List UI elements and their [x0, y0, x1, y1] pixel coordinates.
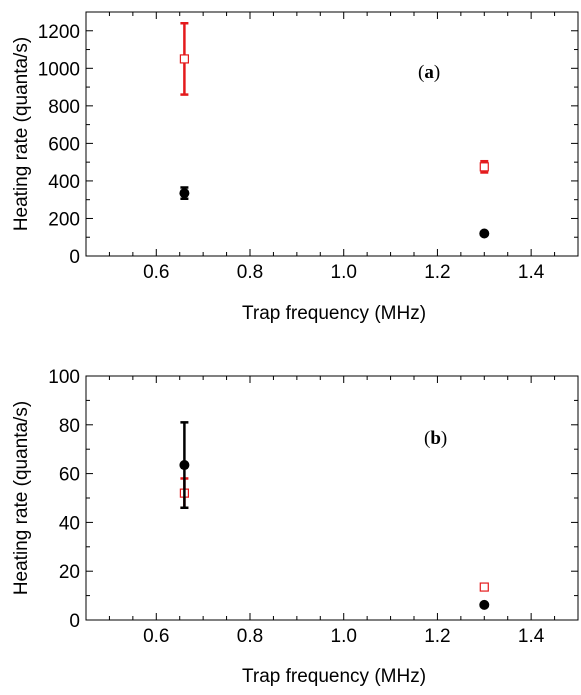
panel-b-x-tick-label: 1.2 — [424, 626, 450, 647]
panel-a-y-tick-label: 400 — [48, 172, 80, 193]
panel-a-tag-letter: a — [424, 62, 434, 83]
panel-a-y-tick-label: 600 — [48, 134, 80, 155]
panel-a-y-tick-label: 1200 — [38, 22, 80, 43]
panel-b-y-tick-label: 100 — [48, 367, 80, 388]
panel-a-x-ticks: 0.6 0.8 1.0 1.2 1.4 — [85, 12, 579, 283]
panel-b-y-tick-label: 60 — [59, 465, 80, 486]
panel-a-circle-marker — [479, 228, 490, 239]
panel-b-x-tick-label: 1.0 — [331, 626, 357, 647]
panel-a-markers — [179, 22, 490, 239]
panel-a-y-ticks: 0 200 400 600 800 1000 1200 — [38, 11, 578, 268]
panel-b-x-tick-label: 0.6 — [143, 626, 169, 647]
panel-b-tag-letter: b — [430, 428, 441, 449]
panel-b-square-marker — [479, 582, 489, 592]
panel-a-x-tick-label: 0.6 — [143, 262, 169, 283]
panel-a-square-marker — [479, 162, 489, 172]
panel-a-circle-marker — [179, 188, 190, 199]
panel-a-y-tick-label: 800 — [48, 97, 80, 118]
panel-b-x-ticks: 0.6 0.8 1.0 1.2 1.4 — [85, 376, 579, 647]
panel-a-y-tick-label: 200 — [48, 209, 80, 230]
panel-b-tag: (b) — [424, 428, 447, 449]
panel-b-y-tick-label: 20 — [59, 562, 80, 583]
panel-a-y-axis-label: Heating rate (quanta/s) — [11, 37, 32, 231]
panel-b-markers — [179, 421, 490, 610]
panel-b-y-tick-label: 40 — [59, 513, 80, 534]
panel-a-y-tick-label: 1000 — [38, 59, 80, 80]
panel-b: 0.6 0.8 1.0 1.2 1.4 0 20 40 60 80 100 Trap freque… — [11, 367, 579, 687]
panel-b-circle-marker — [179, 460, 190, 471]
panel-a-y-tick-label: 0 — [69, 247, 80, 268]
panel-b-x-tick-label: 0.8 — [237, 626, 263, 647]
panel-a-x-tick-label: 0.8 — [237, 262, 263, 283]
panel-a-x-axis-label: Trap frequency (MHz) — [242, 303, 426, 324]
panel-a-plot-frame — [85, 11, 579, 257]
panel-b-x-axis-label: Trap frequency (MHz) — [242, 666, 426, 687]
panel-a: 0.6 0.8 1.0 1.2 1.4 0 200 400 600 800 1000 1200 Tr… — [11, 11, 579, 324]
panel-a-tag: (a) — [418, 62, 440, 83]
panel-b-circle-marker — [479, 599, 490, 610]
panel-b-y-tick-label: 0 — [69, 611, 80, 632]
panel-a-x-tick-label: 1.4 — [518, 262, 545, 283]
panel-b-y-ticks: 0 20 40 60 80 100 — [48, 367, 578, 632]
panel-b-plot-frame — [85, 375, 579, 621]
panel-b-y-axis-label: Heating rate (quanta/s) — [11, 401, 32, 595]
panel-a-x-tick-label: 1.0 — [331, 262, 357, 283]
panel-b-y-tick-label: 80 — [59, 416, 80, 437]
panel-a-x-tick-label: 1.2 — [424, 262, 450, 283]
panel-b-x-tick-label: 1.4 — [518, 626, 545, 647]
panel-a-square-marker — [179, 54, 189, 64]
